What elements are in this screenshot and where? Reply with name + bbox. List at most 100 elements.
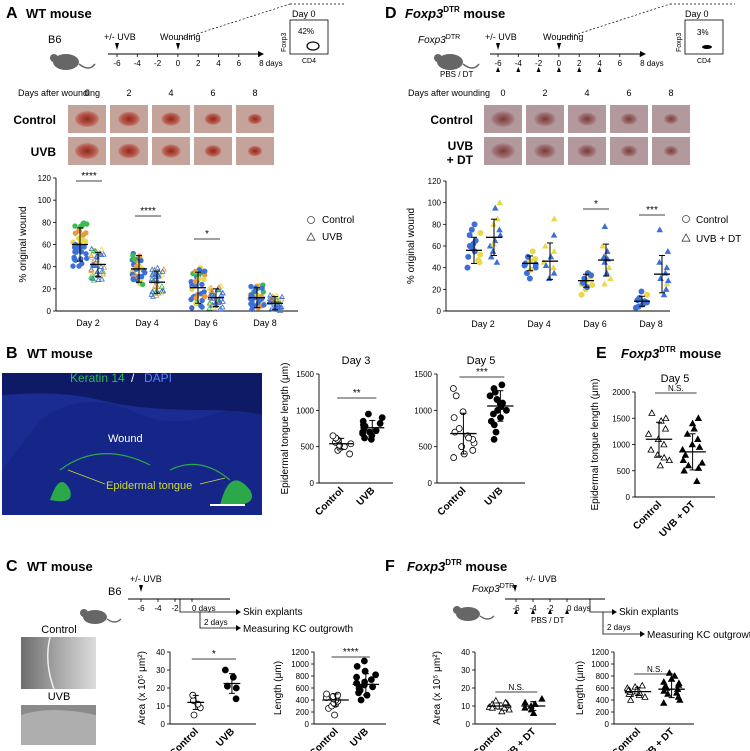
data-point: [638, 288, 645, 295]
significance-label: N.S.: [509, 683, 525, 692]
data-point: [601, 280, 608, 287]
data-point: [638, 681, 646, 689]
data-point: [486, 392, 494, 400]
data-point: [498, 707, 506, 715]
data-point: [496, 231, 504, 238]
data-point: [331, 711, 338, 719]
y-tick-label: 20: [461, 684, 470, 693]
data-point: [88, 252, 95, 258]
y-tick-label: 1000: [291, 660, 309, 669]
data-point: [98, 263, 105, 269]
row-label-uvb: UVB: [31, 145, 57, 159]
data-point: [84, 255, 90, 262]
significance-label: *: [212, 649, 216, 660]
data-point: [684, 461, 693, 469]
y-tick-label: 0: [437, 307, 442, 316]
timeline-tick-label: -2: [535, 59, 543, 68]
data-point: [523, 270, 530, 277]
data-point: [136, 253, 143, 259]
strain-label: B6: [108, 586, 121, 598]
wound-spot: [118, 111, 140, 127]
measure-connector: [602, 612, 640, 635]
data-point: [496, 199, 503, 206]
data-point: [656, 226, 664, 233]
data-point: [306, 232, 316, 241]
y-tick-label: 800: [596, 672, 610, 681]
wound-spot: [663, 113, 679, 125]
data-point: [450, 414, 458, 422]
data-point: [466, 242, 473, 249]
y-tick-label: 1000: [612, 441, 630, 450]
day-label: 0: [84, 88, 89, 98]
arrowhead-icon: [236, 609, 241, 615]
data-point: [532, 261, 539, 268]
timeline-tick-label: -2: [154, 59, 162, 68]
significance-label: *: [205, 229, 209, 240]
y-tick-label: 60: [432, 242, 441, 251]
data-point: [149, 288, 156, 294]
injection-arrow-icon: [514, 609, 518, 614]
day-label: 4: [168, 88, 173, 98]
data-point: [675, 679, 683, 686]
data-point: [353, 673, 360, 681]
flow-y-label: Foxp3: [281, 32, 288, 52]
data-point: [487, 417, 495, 425]
data-point: [154, 264, 161, 271]
data-point: [526, 275, 533, 282]
significance-label: ***: [476, 367, 488, 378]
timeline-tick-label: -4: [154, 604, 162, 613]
y-axis-label: Area (x 10⁵ μm²): [432, 651, 443, 725]
tongue-pointer: [199, 477, 226, 485]
data-point: [589, 281, 596, 288]
measure-label: Measuring KC outgrowth: [647, 630, 750, 641]
data-point: [76, 263, 82, 269]
data-point: [660, 699, 668, 706]
days-row: 0 2 4 6 8: [500, 88, 673, 98]
panel-f: F Foxp3DTR mouse Foxp3DTR +/- UVB -6 -4 -2…: [385, 558, 750, 751]
outgrowth-area: [21, 710, 96, 745]
explant-image-control: [21, 637, 96, 689]
data-point: [82, 238, 89, 244]
data-point: [660, 291, 668, 298]
timeline-tick-label: -6: [494, 59, 502, 68]
explant-label: Skin explants: [619, 607, 678, 618]
data-point: [232, 684, 240, 692]
timeline-ticks: -6 -4 -2 0 2 4 6 8 days: [113, 54, 283, 68]
two-days-label: 2 days: [204, 618, 228, 627]
x-tick-label: UVB + DT: [498, 726, 538, 751]
y-tick-label: 0: [47, 307, 52, 316]
data-point: [83, 230, 89, 236]
mouse-icon: [50, 54, 96, 70]
mouse-icon: [80, 609, 122, 624]
x-tick-label: UVB: [355, 485, 378, 508]
legend-label: Control: [322, 215, 354, 226]
chart-title: Day 5: [661, 373, 690, 385]
wound-spot: [118, 143, 140, 159]
y-tick-label: 80: [42, 218, 51, 227]
chart-c-area: 0 10 20 30 40 Area (x 10⁵ μm²) Control UVB *: [137, 648, 256, 751]
data-point: [603, 269, 611, 276]
y-tick-label: 40: [432, 264, 441, 273]
data-point: [502, 406, 510, 414]
flow-percent: 42%: [298, 27, 314, 36]
data-point: [588, 272, 595, 279]
injection-arrow-icon: [536, 67, 541, 72]
data-point: [662, 285, 670, 292]
data-point: [545, 275, 553, 281]
data-point: [206, 305, 213, 311]
data-point: [694, 435, 702, 443]
data-point: [142, 269, 148, 276]
y-axis-label: % original wound: [18, 206, 29, 282]
x-tick-label: UVB: [214, 726, 237, 749]
data-point: [323, 690, 330, 698]
injection-arrow-icon: [496, 67, 500, 72]
data-point: [493, 258, 501, 265]
y-tick-label: 1200: [591, 648, 609, 657]
y-tick-label: 40: [156, 648, 165, 657]
x-tick-label: UVB: [348, 726, 371, 749]
data-point: [688, 419, 697, 427]
y-tick-label: 100: [428, 199, 442, 208]
y-tick-label: 20: [42, 285, 51, 294]
data-point: [192, 268, 199, 275]
y-tick-label: 400: [596, 696, 610, 705]
